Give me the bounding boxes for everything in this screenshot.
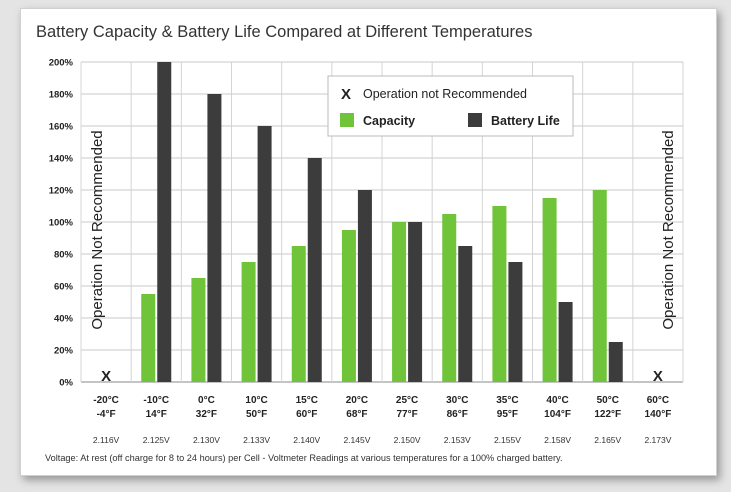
capacity-bar	[291, 246, 306, 382]
x-tick-voltage: 2.116V	[93, 435, 120, 445]
battery-life-bar	[508, 262, 523, 382]
legend-x-marker: X	[341, 86, 351, 103]
x-tick-voltage: 2.140V	[293, 435, 320, 445]
x-tick-celsius: 30°C	[446, 395, 468, 406]
capacity-bar	[341, 230, 356, 382]
x-tick-fahrenheit: 32°F	[196, 409, 217, 420]
battery-life-bar	[307, 158, 322, 382]
y-tick-label: 80%	[54, 250, 74, 261]
battery-life-bar	[558, 302, 573, 382]
y-tick-label: 140%	[49, 154, 74, 165]
battery-life-bar	[157, 62, 172, 382]
x-tick-celsius: 25°C	[396, 395, 418, 406]
battery-life-bar	[207, 94, 222, 382]
y-tick-label: 180%	[49, 90, 74, 101]
x-tick-fahrenheit: 122°F	[594, 409, 621, 420]
x-tick-celsius: 15°C	[296, 395, 318, 406]
x-tick-fahrenheit: 50°F	[246, 409, 267, 420]
x-tick-voltage: 2.125V	[143, 435, 170, 445]
capacity-bar	[542, 198, 557, 382]
operation-not-recommended-vertical-label: Operation Not Recommended	[660, 130, 677, 329]
y-tick-label: 40%	[54, 314, 74, 325]
x-tick-fahrenheit: 104°F	[544, 409, 571, 420]
x-tick-celsius: 0°C	[198, 395, 215, 406]
capacity-bar	[392, 222, 407, 382]
y-tick-label: 100%	[49, 218, 74, 229]
capacity-bar	[592, 190, 607, 382]
chart-title: Battery Capacity & Battery Life Compared…	[36, 23, 532, 41]
y-tick-label: 0%	[59, 378, 73, 389]
x-tick-fahrenheit: 14°F	[146, 409, 167, 420]
capacity-bar	[492, 206, 507, 382]
x-tick-voltage: 2.155V	[494, 435, 521, 445]
x-tick-celsius: -10°C	[143, 395, 169, 406]
y-tick-label: 160%	[49, 122, 74, 133]
x-tick-voltage: 2.150V	[394, 435, 421, 445]
x-tick-celsius: 35°C	[496, 395, 518, 406]
x-tick-fahrenheit: 60°F	[296, 409, 317, 420]
x-tick-fahrenheit: 140°F	[645, 409, 672, 420]
y-tick-label: 60%	[54, 282, 74, 293]
y-tick-label: 200%	[49, 58, 74, 69]
x-tick-celsius: 10°C	[245, 395, 267, 406]
battery-life-bar	[257, 126, 272, 382]
x-tick-celsius: -20°C	[93, 395, 119, 406]
x-tick-celsius: 50°C	[597, 395, 619, 406]
not-recommended-x-marker: X	[101, 368, 111, 385]
legend-capacity-label: Capacity	[363, 114, 415, 128]
not-recommended-x-marker: X	[653, 368, 663, 385]
x-tick-fahrenheit: 77°F	[396, 409, 417, 420]
x-tick-voltage: 2.130V	[193, 435, 220, 445]
x-tick-fahrenheit: 95°F	[497, 409, 518, 420]
x-tick-voltage: 2.145V	[343, 435, 370, 445]
x-tick-celsius: 40°C	[546, 395, 568, 406]
x-tick-fahrenheit: 68°F	[346, 409, 367, 420]
y-tick-label: 120%	[49, 186, 74, 197]
legend-battery-life-swatch	[468, 113, 482, 127]
x-tick-voltage: 2.153V	[444, 435, 471, 445]
x-tick-voltage: 2.165V	[594, 435, 621, 445]
y-tick-label: 20%	[54, 346, 74, 357]
x-tick-celsius: 20°C	[346, 395, 368, 406]
battery-life-bar	[408, 222, 423, 382]
legend-capacity-swatch	[340, 113, 354, 127]
battery-life-bar	[608, 342, 623, 382]
x-tick-voltage: 2.173V	[644, 435, 671, 445]
x-tick-voltage: 2.133V	[243, 435, 270, 445]
capacity-bar	[141, 294, 156, 382]
battery-life-bar	[458, 246, 473, 382]
capacity-bar	[442, 214, 457, 382]
chart-canvas: Battery Capacity & Battery Life Compared…	[36, 23, 684, 463]
voltage-footnote: Voltage: At rest (off charge for 8 to 24…	[45, 453, 563, 463]
legend-box	[327, 75, 574, 137]
x-tick-voltage: 2.158V	[544, 435, 571, 445]
capacity-bar	[241, 262, 256, 382]
x-tick-fahrenheit: 86°F	[447, 409, 468, 420]
x-tick-fahrenheit: -4°F	[97, 409, 116, 420]
legend-not-recommended-label: Operation not Recommended	[363, 87, 527, 101]
chart-frame: Battery Capacity & Battery Life Compared…	[20, 8, 717, 476]
capacity-bar	[191, 278, 206, 382]
battery-life-bar	[357, 190, 372, 382]
legend-battery-life-label: Battery Life	[491, 114, 560, 128]
operation-not-recommended-vertical-label: Operation Not Recommended	[89, 130, 106, 329]
x-tick-celsius: 60°C	[647, 395, 669, 406]
